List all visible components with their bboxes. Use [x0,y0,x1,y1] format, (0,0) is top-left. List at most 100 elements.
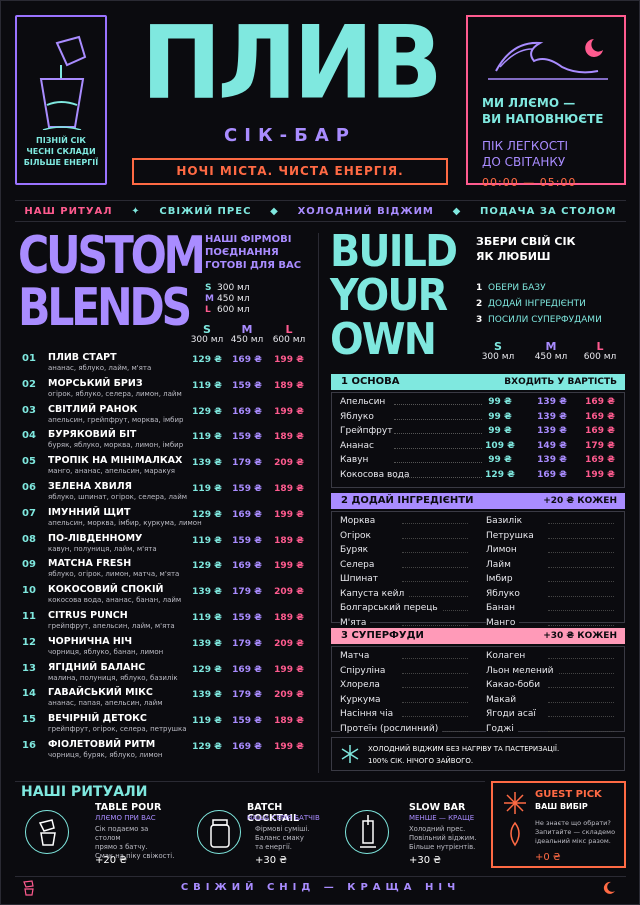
blend-m: 179 ₴ [232,690,262,701]
superfoods-name: Спіруліна [340,665,390,676]
superfoods-item: Матча [332,650,478,665]
base-list: Апельсин 99 ₴ 139 ₴ 169 ₴ Яблуко 99 ₴ 139 ₴ 169… [331,392,625,488]
blend-l: 209 ₴ [274,690,304,701]
footer-text: СВІЖИЙ СНІД — КРАЩА НІЧ [180,882,461,893]
superfoods-name: Макай [486,694,521,705]
blend-m: 159 ₴ [232,483,262,494]
blend-n: 09 [22,559,36,571]
blend-name: ВЕЧІРНІЙ ДЕТОКС [48,713,147,725]
right-line-2b: ДО СВІТАНКУ [482,155,566,169]
base-row: Грейпфрут 99 ₴ 139 ₴ 169 ₴ [332,425,624,440]
blend-name: БУРЯКОВИЙ БІТ [48,429,137,441]
col-head-m: M 450 мл [230,323,264,345]
nav-item-table-service[interactable]: ПОДАЧА ЗА СТОЛОМ [480,205,617,217]
blend-s: 129 ₴ [192,355,222,365]
ingredients-section-header: 2 ДОДАЙ ІНГРЕДІЄНТИ +20 ₴ КОЖЕН [331,493,625,509]
superfoods-name: Льон мелений [486,665,558,676]
blend-name: MATCHA FRESH [48,558,132,570]
footer: СВІЖИЙ СНІД — КРАЩА НІЧ [15,876,626,898]
blend-n: 14 [22,688,36,700]
blend-m: 169 ₴ [232,664,262,675]
column-divider [318,233,319,773]
superfoods-name: Насіння чіа [340,709,398,719]
ritual-slow-bar: SLOW BAR МЕНШЕ — КРАЩЕ Холодний прес. Пов… [345,782,485,875]
blend-s: 129 ₴ [192,406,222,417]
blend-l: 199 ₴ [274,509,304,520]
byo-col-head-s: S 300 мл [481,340,515,362]
base-s: 99 ₴ [488,397,512,407]
blend-s: 129 ₴ [192,509,222,520]
blend-name: CITRUS PUNCH [48,609,128,621]
pour-icon [25,810,69,854]
base-section-header: 1 ОСНОВА ВХОДИТЬ У ВАРТІСТЬ [331,374,625,390]
left-text-3: БІЛЬШЕ ЕНЕРГІЇ [23,158,99,167]
blend-name: ГАВАЙСЬКИЙ МІКС [48,687,153,699]
ingredients-name: Манго [486,617,520,628]
base-s: 99 ₴ [488,455,512,465]
col-head-s: S 300 мл [190,323,224,345]
base-s: 99 ₴ [488,411,512,422]
blend-row: 16 ФІОЛЕТОВИЙ РИТМ чорниця, буряк, яблуко,… [22,739,307,765]
blend-m: 159 ₴ [232,535,262,546]
custom-blends-note: НАШІ ФІРМОВІ ПОЄДНАННЯ ГОТОВІ ДЛЯ ВАС [205,234,302,271]
moon-icon [603,881,615,894]
ingredients-name: Петрушка [486,530,538,541]
right-line-1b: ВИ НАПОВНЮЄТЕ [482,112,604,126]
jar-icon [197,810,241,854]
leaf-icon [510,821,520,847]
size-legend: S 300 мл M 450 мл L 600 мл [205,283,250,315]
ingredients-list: Морква Огірок Буряк Селера Шпинат Капуста кей… [331,511,625,628]
diamond-icon: ◆ [452,205,462,217]
ingredients-name: Базилік [486,516,527,526]
superfoods-item: Ягоди асаї [478,708,624,723]
blend-m: 159 ₴ [232,432,262,443]
rituals-title: НАШІ РИТУАЛИ [21,784,148,800]
blend-n: 16 [22,739,36,751]
ingredients-name: Капуста кейл [340,588,409,599]
blend-n: 13 [22,662,36,674]
ingredients-name: Лайм [486,559,515,570]
ingredients-item: Банан [478,602,624,617]
superfoods-item: Насіння чіа [332,708,478,723]
blend-desc: манго, ананас, апельсин, маракуя [48,467,175,476]
nav-item-ritual[interactable]: НАШ РИТУАЛ [24,205,113,217]
ingredients-item: Манго [478,617,624,632]
blend-l: 199 ₴ [274,741,304,752]
ingredients-item: Огірок [332,530,478,545]
wave-moon-icon [488,39,608,80]
base-m: 139 ₴ [537,426,567,436]
blend-l: 189 ₴ [274,716,304,727]
blend-row: 10 КОКОСОВИЙ СПОКІЙ кокосова вода, ананас,… [22,584,307,610]
blend-row: 14 ГАВАЙСЬКИЙ МІКС ананас, папая, апельсин… [22,687,307,713]
ingredients-item: Капуста кейл [332,588,478,603]
pour-glass-icon [39,35,87,130]
blend-s: 119 ₴ [192,535,222,546]
blend-s: 139 ₴ [192,458,222,469]
blend-row: 08 ПО-ЛІВДЕННОМУ кавун, полуниця, лайм, м'… [22,533,307,559]
base-name: Кавун [340,455,369,465]
blend-name: ЯГІДНИЙ БАЛАНС [48,661,146,673]
superfoods-item: Колаген [478,650,624,665]
base-row: Кавун 99 ₴ 139 ₴ 169 ₴ [332,454,624,469]
base-name: Ананас [340,440,374,451]
ingredients-item: Буряк [332,544,478,559]
blend-n: 12 [22,636,36,648]
blend-n: 08 [22,533,36,545]
blend-desc: малина, полуниця, яблуко, базилік [48,673,178,682]
blend-m: 169 ₴ [232,561,262,572]
blend-row: 09 MATCHA FRESH яблуко, огірок, лимон, мат… [22,558,307,584]
superfoods-item: Хлорела [332,679,478,694]
brand-subtitle: СІК-БАР [224,125,356,146]
ingredients-name: Лимон [486,545,521,555]
ingredients-name: Імбир [486,574,517,584]
nav-item-fresh-press[interactable]: СВІЖИЙ ПРЕС [159,205,252,217]
nav-item-cold-press[interactable]: ХОЛОДНИЙ ВІДЖИМ [297,205,434,217]
blend-row: 04 БУРЯКОВИЙ БІТ буряк, яблуко, морква, ли… [22,429,307,455]
ingredients-name: Болгарський перець [340,603,442,613]
base-m: 139 ₴ [537,455,567,465]
blend-desc: грейпфрут, огірок, селера, петрушка [48,725,187,734]
blend-m: 159 ₴ [232,716,262,727]
base-s: 109 ₴ [485,440,515,451]
blend-l: 189 ₴ [274,535,304,546]
blend-name: ІМУННИЙ ЩИТ [48,506,131,518]
